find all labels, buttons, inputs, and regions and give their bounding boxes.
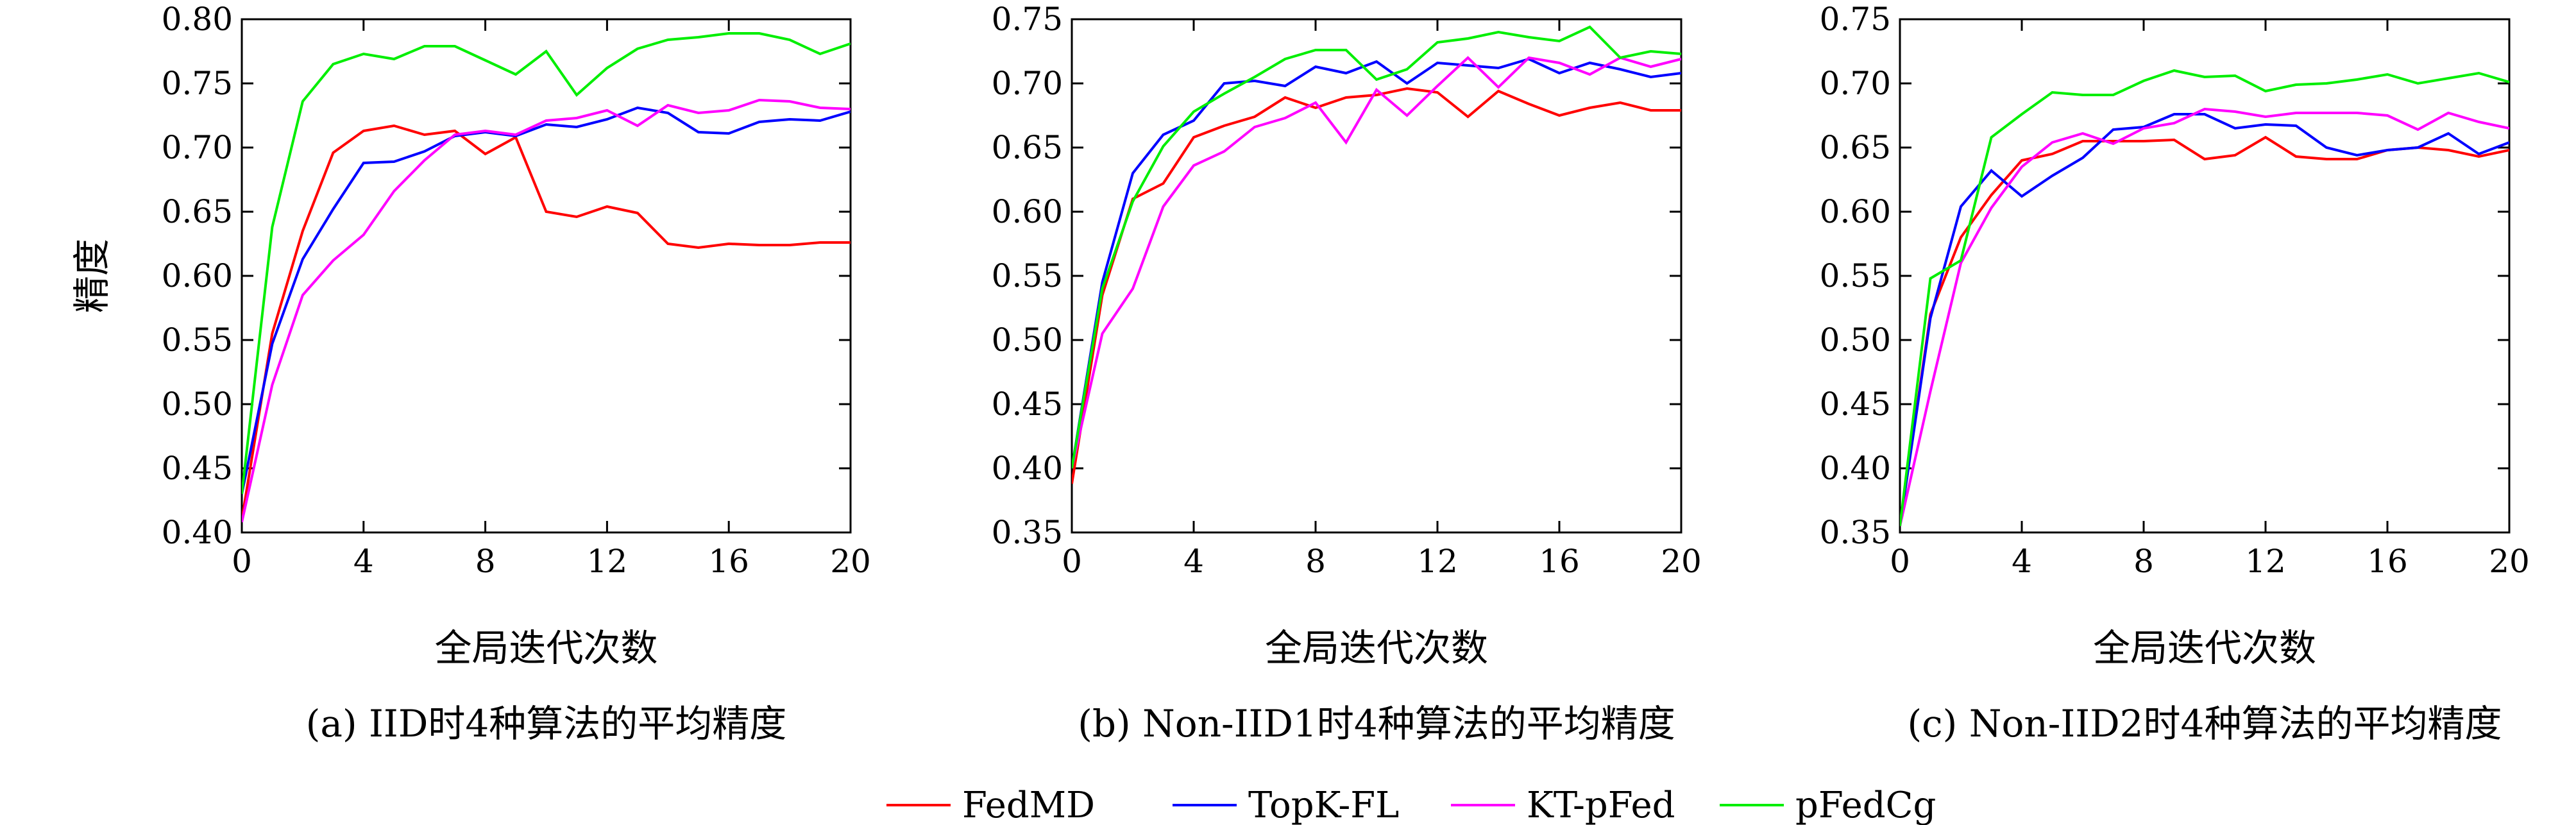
legend: FedMD TopK-FL KT-pFed pFedCg	[886, 785, 1936, 825]
series-line-topk-fl	[1072, 57, 1681, 469]
series-line-fedmd	[1072, 87, 1681, 484]
y-tick-label: 0.45	[992, 386, 1063, 423]
y-tick-label: 0.60	[162, 257, 233, 294]
chart-panel-1: 0.35 0.40 0.45 0.50 0.55 0.60 0.65 0.70 0.75 0 4 8 1…	[992, 1, 1702, 745]
chart-panel-0: 0.40 0.45 0.50 0.55 0.60 0.65 0.70 0.75 0.80 0 4 8 1…	[70, 1, 871, 745]
y-tick-label: 0.60	[1820, 193, 1891, 230]
series-line-fedmd	[1900, 135, 2509, 527]
series-group	[1900, 69, 2509, 527]
y-tick-label: 0.65	[992, 129, 1063, 166]
y-axis-label: 精度	[70, 239, 114, 313]
series-line-kt-pfed	[242, 98, 851, 523]
series-line-pfedcg	[1900, 69, 2509, 527]
series-line-topk-fl	[1900, 113, 2509, 527]
legend-item-topk-fl: TopK-FL	[1173, 785, 1399, 825]
x-tick-label: 4	[353, 543, 374, 580]
y-tick-label: 0.75	[992, 1, 1063, 38]
legend-label: pFedCg	[1795, 785, 1936, 825]
series-line-kt-pfed	[1072, 56, 1681, 469]
x-axis-label: 全局迭代次数	[1265, 626, 1488, 670]
plot-frame	[1899, 18, 2511, 534]
y-tick-label: 0.60	[992, 193, 1063, 230]
panel-caption: (c) Non-IID2时4种算法的平均精度	[1908, 702, 2502, 745]
chart-panel-2: 0.35 0.40 0.45 0.50 0.55 0.60 0.65 0.70 0.75 0 4 8 1…	[1820, 1, 2530, 745]
x-tick-label: 16	[708, 543, 749, 580]
y-tick-label: 0.50	[162, 386, 233, 423]
legend-label: FedMD	[962, 785, 1095, 825]
x-tick-label: 12	[587, 543, 628, 580]
y-tick-label: 0.40	[1820, 450, 1891, 487]
y-tick-label: 0.65	[1820, 129, 1891, 166]
x-tick-label: 8	[475, 543, 496, 580]
y-tick-label: 0.55	[162, 321, 233, 359]
x-tick-label: 16	[2367, 543, 2408, 580]
y-tick-label: 0.40	[162, 514, 233, 551]
y-tick-label: 0.50	[1820, 321, 1891, 359]
legend-label: KT-pFed	[1527, 785, 1675, 825]
x-tick-label: 20	[1661, 543, 1702, 580]
series-line-fedmd	[242, 124, 851, 520]
x-tick-label: 8	[1305, 543, 1326, 580]
x-tick-label: 16	[1539, 543, 1580, 580]
x-tick-label: 4	[2012, 543, 2032, 580]
y-tick-label: 0.65	[162, 193, 233, 230]
x-tick-label: 12	[1417, 543, 1458, 580]
series-line-pfedcg	[1072, 25, 1681, 469]
y-tick-label: 0.55	[992, 257, 1063, 294]
x-axis-label: 全局迭代次数	[434, 626, 657, 670]
series-group	[1072, 25, 1681, 484]
y-tick-label: 0.45	[1820, 386, 1891, 423]
x-tick-label: 0	[1890, 543, 1910, 580]
y-tick-label: 0.80	[162, 1, 233, 38]
panel-caption: (b) Non-IID1时4种算法的平均精度	[1078, 702, 1675, 745]
series-line-topk-fl	[242, 106, 851, 495]
panel-caption: (a) IID时4种算法的平均精度	[306, 702, 787, 745]
y-tick-label: 0.75	[162, 65, 233, 102]
series-line-pfedcg	[242, 32, 851, 495]
x-tick-label: 0	[1062, 543, 1082, 580]
y-tick-label: 0.40	[992, 450, 1063, 487]
y-tick-label: 0.45	[162, 450, 233, 487]
y-tick-label: 0.35	[1820, 514, 1891, 551]
legend-item-fedmd: FedMD	[886, 785, 1095, 825]
y-tick-label: 0.75	[1820, 1, 1891, 38]
x-axis-label: 全局迭代次数	[2093, 626, 2316, 670]
y-tick-label: 0.70	[992, 65, 1063, 102]
plot-frame	[241, 18, 852, 534]
series-group	[242, 32, 851, 523]
legend-item-kt-pfed: KT-pFed	[1451, 785, 1675, 825]
y-tick-label: 0.70	[1820, 65, 1891, 102]
y-tick-label: 0.55	[1820, 257, 1891, 294]
x-tick-label: 20	[830, 543, 871, 580]
series-line-kt-pfed	[1900, 107, 2509, 527]
y-tick-label: 0.35	[992, 514, 1063, 551]
y-tick-label: 0.50	[992, 321, 1063, 359]
legend-item-pfedcg: pFedCg	[1720, 785, 1936, 825]
x-tick-label: 12	[2245, 543, 2286, 580]
y-tick-label: 0.70	[162, 129, 233, 166]
legend-label: TopK-FL	[1248, 785, 1399, 825]
x-tick-label: 20	[2489, 543, 2530, 580]
x-tick-label: 8	[2133, 543, 2154, 580]
x-tick-label: 0	[232, 543, 252, 580]
chart-panels: 0.40 0.45 0.50 0.55 0.60 0.65 0.70 0.75 0.80 0 4 8 1…	[70, 1, 2530, 745]
x-tick-label: 4	[1183, 543, 1204, 580]
